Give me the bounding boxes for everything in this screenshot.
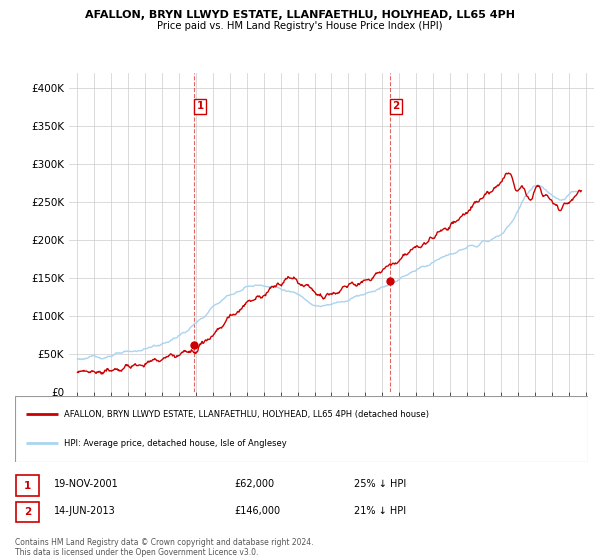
Text: 2: 2 (392, 101, 400, 111)
Text: 1: 1 (24, 480, 31, 491)
Text: 14-JUN-2013: 14-JUN-2013 (54, 506, 116, 516)
Text: Contains HM Land Registry data © Crown copyright and database right 2024.
This d: Contains HM Land Registry data © Crown c… (15, 538, 314, 557)
Text: 25% ↓ HPI: 25% ↓ HPI (354, 479, 406, 489)
FancyBboxPatch shape (16, 475, 39, 496)
Text: AFALLON, BRYN LLWYD ESTATE, LLANFAETHLU, HOLYHEAD, LL65 4PH: AFALLON, BRYN LLWYD ESTATE, LLANFAETHLU,… (85, 10, 515, 20)
FancyBboxPatch shape (16, 502, 39, 522)
Text: HPI: Average price, detached house, Isle of Anglesey: HPI: Average price, detached house, Isle… (64, 439, 286, 448)
Text: £146,000: £146,000 (234, 506, 280, 516)
Text: 1: 1 (197, 101, 204, 111)
Text: AFALLON, BRYN LLWYD ESTATE, LLANFAETHLU, HOLYHEAD, LL65 4PH (detached house): AFALLON, BRYN LLWYD ESTATE, LLANFAETHLU,… (64, 410, 429, 419)
Text: 19-NOV-2001: 19-NOV-2001 (54, 479, 119, 489)
Text: 2: 2 (24, 507, 31, 517)
Text: 21% ↓ HPI: 21% ↓ HPI (354, 506, 406, 516)
Text: £62,000: £62,000 (234, 479, 274, 489)
Text: Price paid vs. HM Land Registry's House Price Index (HPI): Price paid vs. HM Land Registry's House … (157, 21, 443, 31)
FancyBboxPatch shape (15, 396, 588, 462)
